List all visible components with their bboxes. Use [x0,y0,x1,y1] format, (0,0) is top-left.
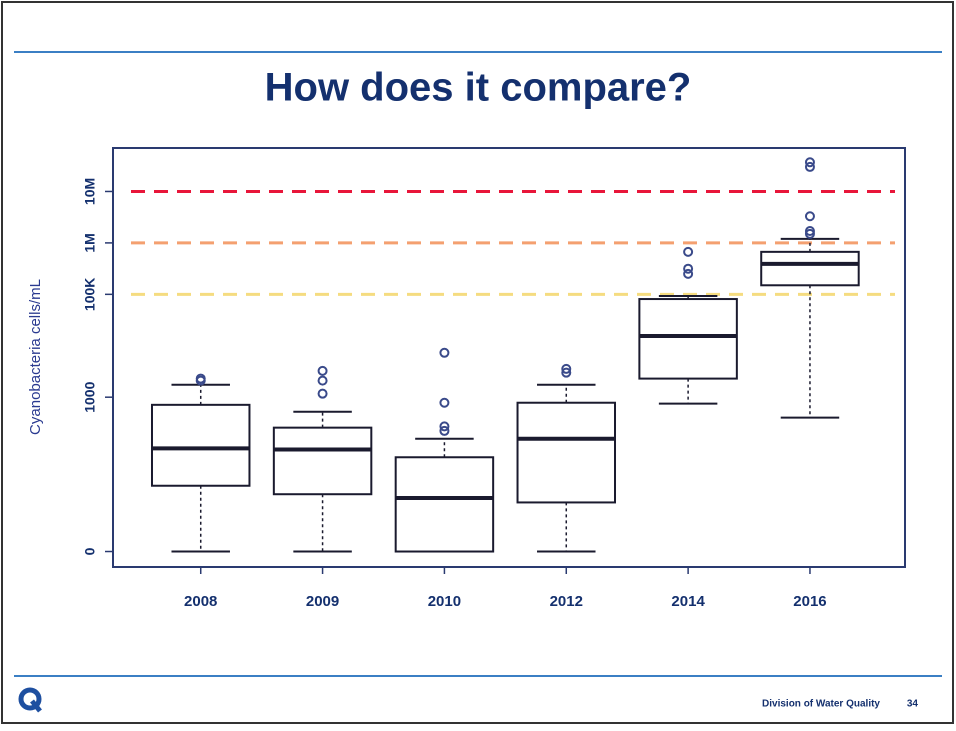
y-tick-label: 1M [82,233,98,252]
x-tick-label: 2010 [428,593,461,610]
outlier [439,397,450,408]
box [150,403,251,487]
outlier [439,425,450,436]
y-axis-label: Cyanobacteria cells/mL [27,279,44,435]
outlier [439,347,450,358]
outlier [804,161,815,172]
outlier [804,211,815,222]
outlier [683,268,694,279]
box [272,426,373,496]
x-tick-label: 2012 [550,593,583,610]
plot-frame [112,147,906,568]
outlier [683,263,694,274]
y-tick-label: 100K [82,278,98,311]
outlier [683,246,694,257]
y-tick-label: 10M [82,178,98,205]
footer-org: Division of Water Quality [762,699,880,710]
x-tick-label: 2014 [671,593,705,610]
y-tick-label: 0 [82,547,98,555]
logo [18,687,42,713]
page-number: 34 [907,699,919,710]
outlier [195,375,206,386]
outlier [317,365,328,376]
box [638,298,738,380]
box [760,250,860,287]
x-tick-label: 2008 [184,593,217,610]
x-tick-label: 2016 [793,593,826,610]
box [394,456,495,553]
outlier [317,388,328,399]
outlier [804,228,815,239]
box [516,401,617,504]
outlier [804,157,815,168]
outlier [317,375,328,386]
outlier [561,363,572,374]
outlier [561,367,572,378]
outlier [439,421,450,432]
x-tick-label: 2009 [306,593,339,610]
chart-title: How does it compare? [265,66,692,110]
y-tick-label: 1000 [82,381,98,412]
